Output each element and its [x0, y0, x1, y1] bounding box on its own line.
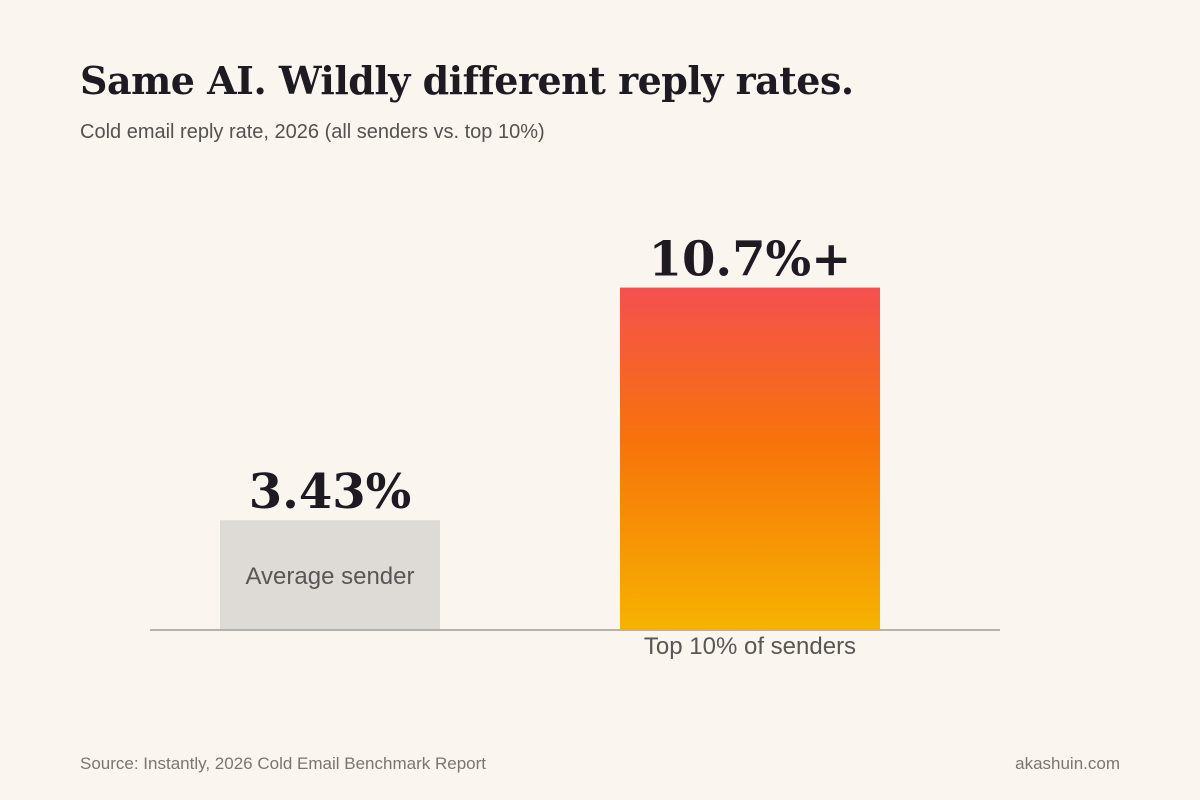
chart-subtitle: Cold email reply rate, 2026 (all senders…	[80, 121, 545, 143]
category-label-top-10-senders: Top 10% of senders	[644, 633, 856, 660]
bar-top-10-senders	[620, 287, 880, 630]
site-credit: akashuin.com	[1015, 754, 1120, 773]
value-label-top-10-senders: 10.7%+	[649, 232, 852, 288]
chart-title: Same AI. Wildly different reply rates.	[80, 58, 854, 103]
source-note: Source: Instantly, 2026 Cold Email Bench…	[80, 754, 486, 773]
value-label-average-sender: 3.43%	[249, 464, 412, 520]
bar-average-sender	[220, 520, 440, 630]
category-label-average-sender: Average sender	[245, 563, 414, 590]
